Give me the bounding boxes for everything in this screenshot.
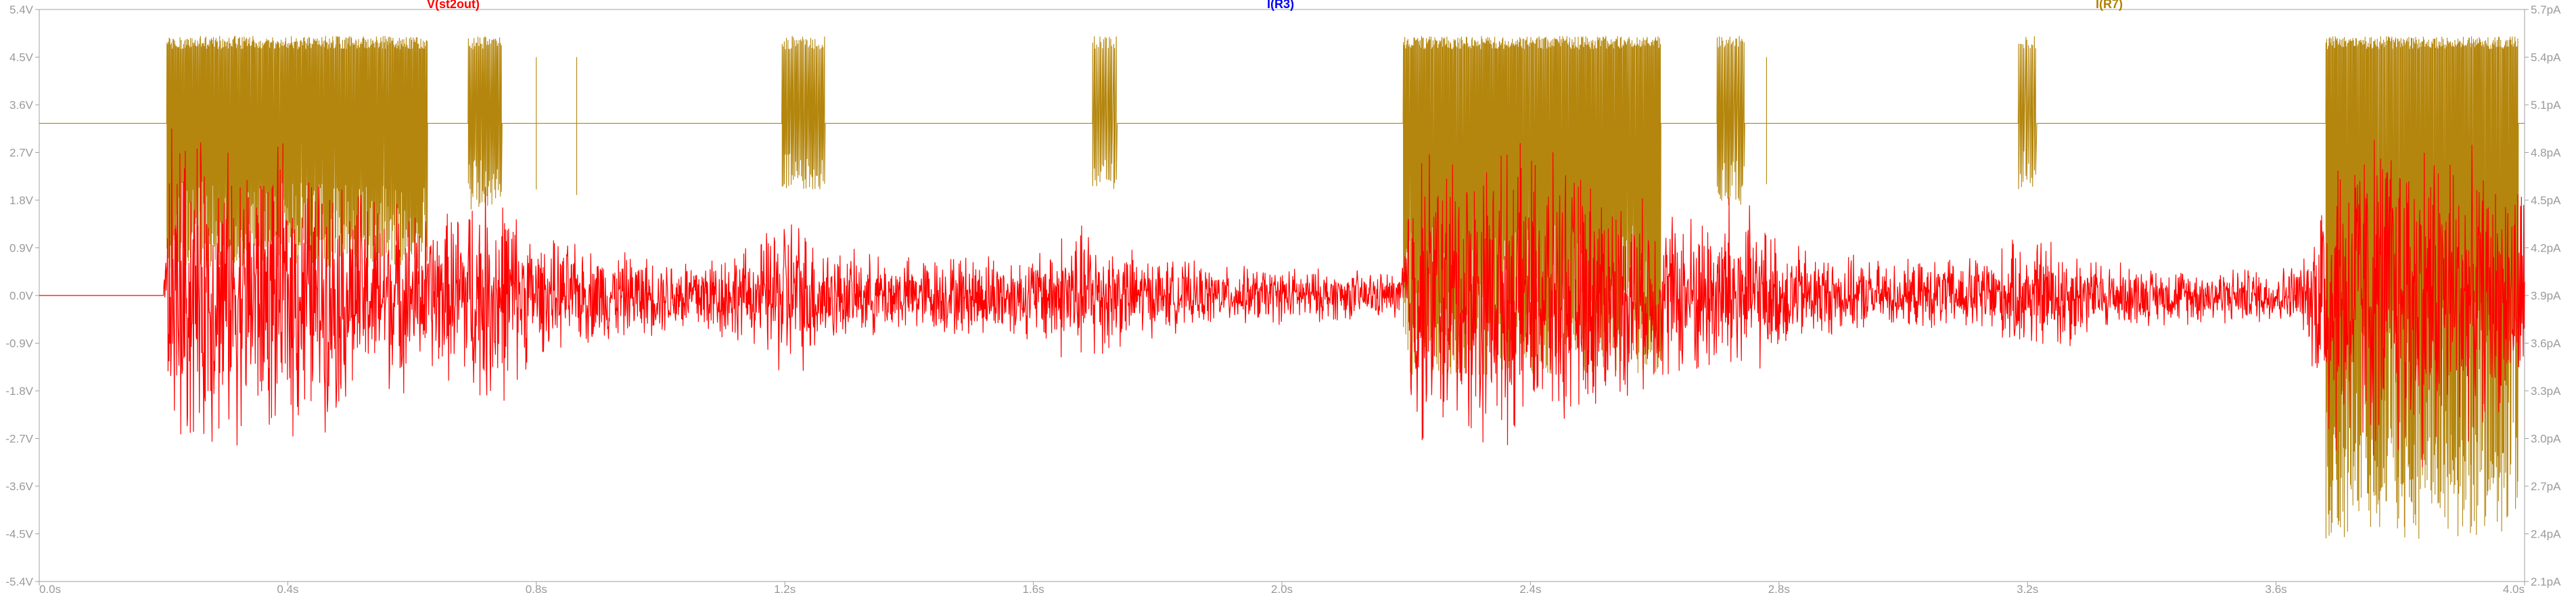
x-tick-label: 2.0s (1271, 583, 1293, 593)
x-tick-label: 1.6s (1023, 583, 1044, 593)
x-tick-label: 4.0s (2503, 583, 2525, 593)
trace-label-v-st2out-: V(st2out) (427, 0, 480, 11)
y-right-tick-label: 3.0pA (2531, 433, 2561, 446)
trace-labels: V(st2out) I(R3) I(R7) (427, 0, 2123, 11)
y-right-tick-label: 2.7pA (2531, 480, 2561, 493)
y-left-tick-label: -0.9V (5, 337, 33, 350)
y-right-tick-label: 4.8pA (2531, 147, 2561, 160)
y-right-tick-label: 5.4pA (2531, 51, 2561, 64)
left-axis: -5.4V -4.5V -3.6V -2.7V -1.8V -0.9V 0.0V 0.9V 1.… (5, 3, 39, 588)
y-left-tick-label: 4.5V (9, 51, 34, 64)
y-left-tick-label: 0.9V (9, 242, 34, 255)
y-right-tick-label: 3.3pA (2531, 385, 2561, 398)
y-left-tick-label: -4.5V (5, 528, 33, 541)
y-left-tick-label: -1.8V (5, 385, 33, 398)
y-right-tick-label: 4.5pA (2531, 194, 2561, 207)
y-right-tick-label: 2.4pA (2531, 528, 2561, 541)
x-tick-label: 0.4s (277, 583, 298, 593)
right-axis: 2.1pA 2.4pA 2.7pA 3.0pA 3.3pA 3.6pA 3.9pA 4.2pA… (2525, 3, 2561, 588)
x-tick-label: 2.8s (1768, 583, 1790, 593)
series-layer (39, 36, 2525, 539)
x-tick-label: 0.0s (39, 583, 61, 593)
y-left-tick-label: -2.7V (5, 433, 33, 446)
y-right-tick-label: 3.6pA (2531, 337, 2561, 350)
trace-label-i-r3-: I(R3) (1267, 0, 1294, 11)
y-right-tick-label: 3.9pA (2531, 289, 2561, 302)
x-tick-label: 1.2s (774, 583, 796, 593)
y-left-tick-label: -5.4V (5, 575, 33, 588)
y-right-tick-label: 5.1pA (2531, 99, 2561, 112)
y-left-tick-label: -3.6V (5, 480, 33, 493)
trace-label-i-r7-: I(R7) (2096, 0, 2123, 11)
y-left-tick-label: 3.6V (9, 99, 34, 112)
x-axis: 0.0s 0.4s 0.8s 1.2s 1.6s 2.0s 2.4s 2.8s 3.2s 3.6s… (39, 582, 2525, 593)
y-right-tick-label: 5.7pA (2531, 3, 2561, 16)
y-right-tick-label: 2.1pA (2531, 575, 2561, 588)
y-left-tick-label: 5.4V (9, 3, 34, 16)
y-left-tick-label: 2.7V (9, 147, 34, 160)
y-right-tick-label: 4.2pA (2531, 242, 2561, 255)
y-left-tick-label: 0.0V (9, 289, 34, 302)
x-tick-label: 2.4s (1519, 583, 1541, 593)
x-tick-label: 3.6s (2266, 583, 2287, 593)
x-tick-label: 0.8s (526, 583, 547, 593)
series-v-st2out-trace (39, 128, 2525, 468)
x-tick-label: 3.2s (2017, 583, 2038, 593)
y-left-tick-label: 1.8V (9, 194, 34, 207)
